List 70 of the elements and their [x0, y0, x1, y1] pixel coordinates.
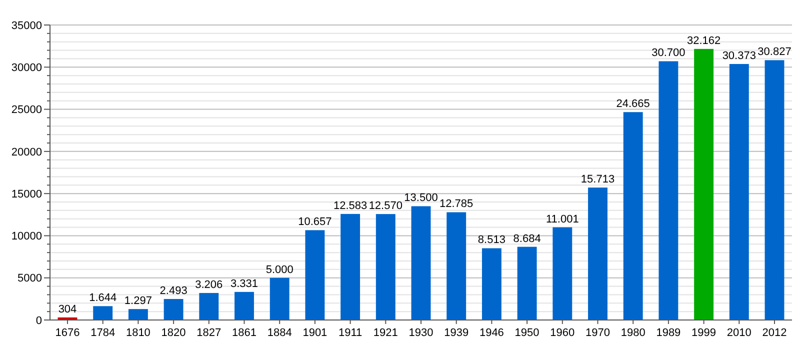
- bar: [694, 48, 714, 320]
- data-label: 8.684: [513, 232, 541, 245]
- x-tick-label: 1989: [656, 327, 681, 339]
- data-label: 30.700: [652, 47, 686, 60]
- data-label: 1.644: [89, 292, 117, 304]
- x-tick-label: 1946: [479, 327, 504, 339]
- data-label: 2.493: [160, 284, 188, 297]
- data-label: 304: [58, 303, 77, 316]
- bar: [517, 246, 537, 320]
- data-label: 30.827: [758, 46, 792, 58]
- bar: [764, 60, 784, 320]
- x-tick-label: 1921: [373, 327, 398, 339]
- data-label: 12.583: [333, 200, 368, 212]
- y-tick-label: 35000: [11, 20, 42, 32]
- data-label: 11.001: [546, 213, 579, 226]
- bar: [446, 212, 466, 320]
- bar: [729, 64, 749, 320]
- x-tick-label: 2010: [726, 327, 752, 339]
- y-tick-label: 30000: [11, 62, 42, 74]
- data-label: 12.570: [368, 200, 402, 212]
- bar: [411, 206, 431, 320]
- y-tick-label: 20000: [11, 146, 42, 158]
- bar: [305, 230, 325, 320]
- data-label: 8.513: [478, 234, 506, 246]
- y-tick-label: 25000: [11, 104, 42, 116]
- bar: [234, 292, 254, 320]
- data-label: 10.657: [298, 216, 332, 228]
- data-label: 3.206: [195, 278, 223, 291]
- bar: [340, 214, 360, 320]
- bar: [376, 214, 396, 320]
- data-label: 13.500: [404, 192, 438, 204]
- x-tick-label: 1901: [302, 327, 328, 339]
- data-label: 32.162: [686, 34, 721, 47]
- x-tick-label: 1960: [550, 327, 575, 339]
- x-tick-label: 1676: [55, 327, 80, 339]
- y-tick-label: 0: [36, 314, 42, 327]
- bar: [164, 298, 184, 320]
- bar: [552, 227, 572, 320]
- y-tick-label: 15000: [11, 188, 42, 200]
- data-label: 15.713: [580, 174, 615, 186]
- data-label: 1.297: [124, 295, 152, 308]
- x-tick-label: 1930: [408, 327, 434, 339]
- y-tick-label: 10000: [11, 230, 42, 243]
- data-label: 5.000: [266, 264, 294, 276]
- bar: [93, 306, 113, 320]
- x-tick-label: 1784: [90, 327, 116, 339]
- x-tick-label: 1950: [514, 327, 540, 339]
- x-tick-label: 1810: [126, 327, 150, 339]
- x-tick-label: 1861: [232, 327, 256, 339]
- x-tick-label: 1980: [620, 327, 646, 339]
- x-tick-label: 1939: [444, 327, 469, 339]
- data-label: 12.785: [440, 198, 474, 210]
- x-tick-label: 1970: [586, 327, 610, 339]
- y-tick-label: 5000: [18, 272, 42, 285]
- bar: [658, 61, 678, 320]
- bar: [482, 248, 502, 320]
- x-tick-label: 2012: [762, 327, 787, 339]
- bar: [623, 112, 643, 320]
- x-tick-label: 1820: [161, 327, 186, 339]
- bar: [128, 309, 148, 320]
- data-label: 30.373: [722, 50, 756, 62]
- bar: [588, 188, 608, 320]
- x-tick-label: 1911: [338, 327, 362, 339]
- x-tick-label: 1827: [196, 327, 222, 339]
- bar: [270, 278, 290, 320]
- bar: [199, 292, 219, 320]
- x-tick-label: 1999: [692, 327, 716, 339]
- data-label: 3.331: [230, 278, 258, 290]
- data-label: 24.665: [616, 98, 650, 110]
- x-tick-label: 1884: [267, 327, 292, 339]
